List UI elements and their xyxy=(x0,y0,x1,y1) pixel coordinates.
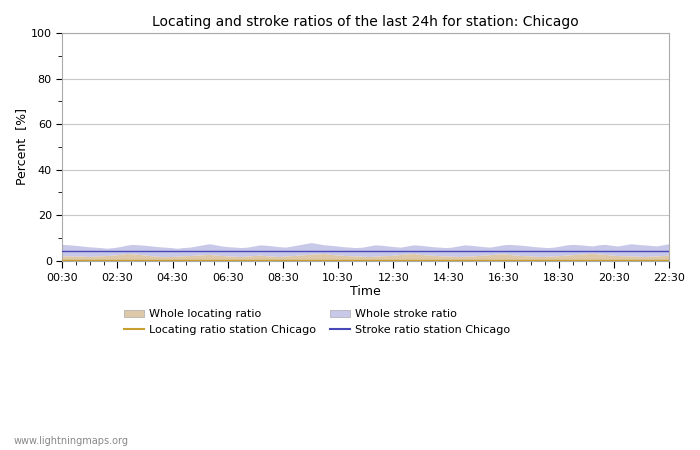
Text: www.lightningmaps.org: www.lightningmaps.org xyxy=(14,436,129,446)
Y-axis label: Percent  [%]: Percent [%] xyxy=(15,108,28,185)
Title: Locating and stroke ratios of the last 24h for station: Chicago: Locating and stroke ratios of the last 2… xyxy=(153,15,579,29)
Legend: Whole locating ratio, Locating ratio station Chicago, Whole stroke ratio, Stroke: Whole locating ratio, Locating ratio sta… xyxy=(124,310,510,335)
X-axis label: Time: Time xyxy=(350,285,381,298)
